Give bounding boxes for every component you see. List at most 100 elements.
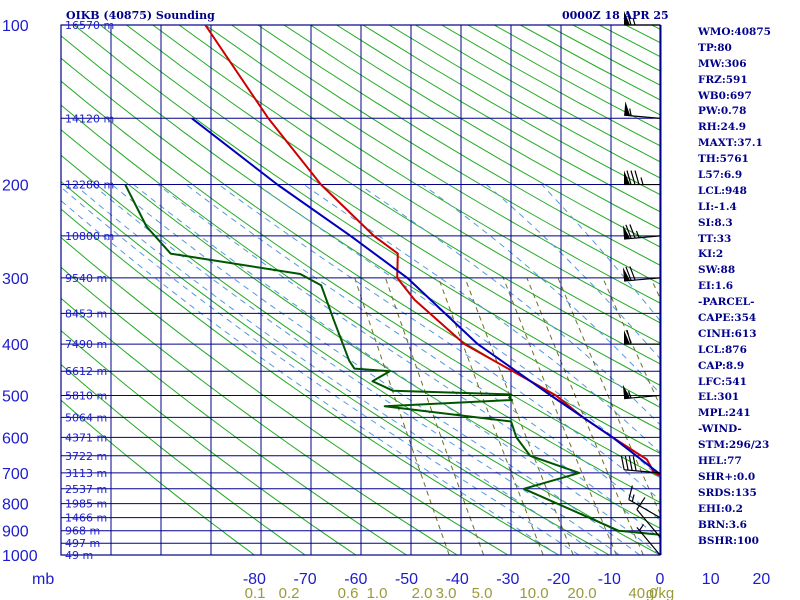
wind-barb <box>624 170 660 186</box>
barb-flag <box>625 224 632 239</box>
height-label: 9540 m <box>65 272 107 285</box>
pressure-label: 300 <box>2 271 29 288</box>
temperature-line <box>204 25 660 477</box>
index-value: EHI:0.2 <box>698 502 743 515</box>
height-label: 3722 m <box>65 450 107 463</box>
height-label: 1985 m <box>65 498 107 511</box>
temperature-labels: mb-80-70-60-50-40-30-20-100102030 <box>32 571 771 588</box>
index-value: SW:88 <box>698 264 736 277</box>
pressure-label: 200 <box>2 178 29 195</box>
index-value: MAXT:37.1 <box>698 137 763 150</box>
height-label: 497 m <box>65 537 100 550</box>
wind-barb <box>622 224 661 240</box>
index-value: STM:296/23 <box>698 439 770 452</box>
barb-flag <box>620 455 625 470</box>
moist-adiabat <box>485 184 660 360</box>
barb-staff <box>624 469 661 474</box>
barb-pennant <box>622 225 631 240</box>
barb-flag <box>632 456 637 471</box>
mixing-ratio-line <box>354 277 450 555</box>
wind-barb <box>620 455 661 474</box>
wind-barb <box>624 10 660 26</box>
barb-flag <box>624 455 629 471</box>
pressure-unit-label: mb <box>32 571 54 588</box>
height-label: 1466 m <box>65 512 107 525</box>
moist-adiabat <box>111 184 640 555</box>
sounding-time: 0000Z 18 APR 25 <box>562 9 669 22</box>
moist-adiabat <box>74 184 600 555</box>
mixing-ratio-label: 2.0 <box>412 585 433 600</box>
wind-barb <box>624 101 661 119</box>
index-value: SRDS:135 <box>698 486 757 499</box>
dry-adiabats <box>61 25 660 555</box>
wind-barb <box>628 485 661 519</box>
height-labels: 16570 m 14120 m 12280 m 10800 m 9540 m 8453 m… <box>65 19 114 562</box>
barb-half-flag <box>638 524 645 531</box>
barb-flag <box>630 170 636 185</box>
index-value: RH:24.9 <box>698 121 747 134</box>
mixing-ratio-line <box>502 277 617 555</box>
mixing-ratio-line <box>385 277 485 555</box>
index-value: TH:5761 <box>698 153 749 166</box>
moist-adiabats <box>61 184 660 555</box>
index-value: FRZ:591 <box>698 73 748 86</box>
pressure-label: 700 <box>2 466 29 483</box>
mixing-ratio-label: 20.0 <box>567 585 596 600</box>
index-value: WMO:40875 <box>698 26 771 38</box>
index-value: EL:301 <box>698 391 740 404</box>
barb-flag <box>629 224 636 239</box>
pressure-labels: 100 200 300 400 500 600 700 800 900 1000 <box>2 18 38 565</box>
pressure-label: 400 <box>2 337 29 354</box>
wind-barb <box>636 524 661 556</box>
temperature-tick-label: -10 <box>598 571 621 588</box>
height-label: 3113 m <box>65 467 107 480</box>
pressure-label: 100 <box>2 18 29 35</box>
moist-adiabat <box>541 184 660 322</box>
wind-barb <box>624 329 660 345</box>
dry-adiabat <box>61 329 357 555</box>
height-label: 8453 m <box>65 307 107 320</box>
mixing-ratio-label: 0.1 <box>245 585 266 600</box>
pressure-label: 900 <box>2 524 29 541</box>
barb-pennant <box>624 330 630 345</box>
grid <box>60 24 662 556</box>
barb-staff <box>624 277 661 282</box>
mixing-ratio-lines <box>354 277 660 555</box>
height-label: 968 m <box>65 525 100 538</box>
barb-staff <box>628 499 661 519</box>
index-value: LFC:541 <box>698 375 747 388</box>
mixing-ratio-unit-label: g/kg <box>646 585 674 600</box>
barb-flag <box>636 497 646 510</box>
index-value: BSHR:100 <box>698 534 759 547</box>
index-value: -WIND- <box>698 423 742 436</box>
index-value: PW:0.78 <box>698 105 747 118</box>
temperature-tick-label: 10 <box>702 571 720 588</box>
wind-barb <box>636 497 661 538</box>
height-label: 6612 m <box>65 365 107 378</box>
temperature-tick-label: 20 <box>753 571 771 588</box>
dry-adiabat <box>99 25 660 386</box>
barb-pennant <box>622 267 631 282</box>
temperature-tick-label: -70 <box>294 571 317 588</box>
index-value: LCL:948 <box>698 184 747 197</box>
index-value: SI:8.3 <box>698 216 733 229</box>
height-label: 16570 m <box>65 19 114 32</box>
wind-barb <box>622 384 661 400</box>
mixing-ratio-labels: 0.1 0.2 0.6 1.0 2.0 3.0 5.0 10.0 20.0 40.0g/kg <box>245 585 675 600</box>
dry-adiabat <box>61 80 660 479</box>
mixing-ratio-label: 3.0 <box>436 585 457 600</box>
index-value: SHR+:0.0 <box>698 470 756 483</box>
index-value: CAP:8.9 <box>698 359 745 372</box>
temperature-tick-label: -50 <box>395 571 418 588</box>
barb-half-flag <box>640 177 644 185</box>
barb-flag <box>628 456 633 471</box>
index-value: BRN:3.6 <box>698 518 747 531</box>
height-label: 4371 m <box>65 431 107 444</box>
height-label: 12280 m <box>65 179 114 192</box>
index-value: HEL:77 <box>698 455 742 468</box>
index-value: L57:6.9 <box>698 169 743 182</box>
sounding-indices: WMO:40875 TP:80 MW:306 FRZ:591 WB0:697 PW:0.7… <box>698 25 771 549</box>
barb-pennant <box>624 11 630 25</box>
temperature-tick-label: -60 <box>344 571 367 588</box>
station-title: OIKB (40875) Sounding <box>66 9 215 22</box>
